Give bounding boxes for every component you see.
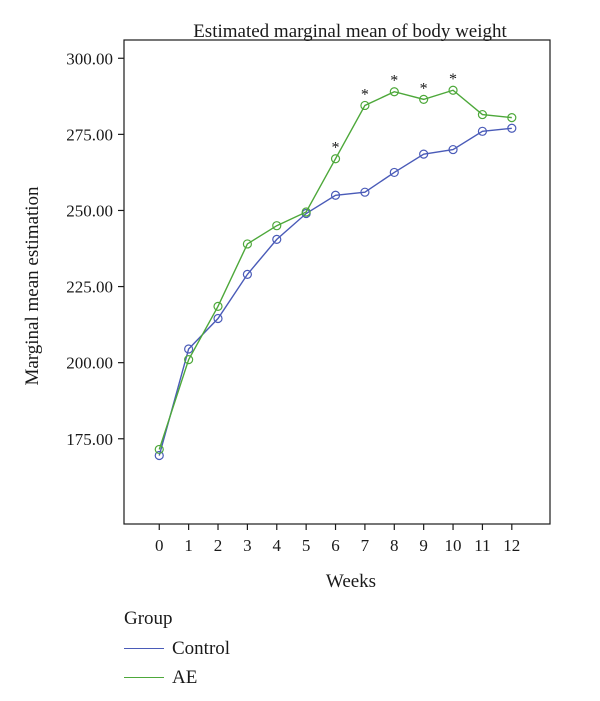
data-point-ae: [360, 100, 370, 111]
data-point-control: [389, 167, 399, 178]
x-tick-label: 3: [243, 536, 252, 555]
y-tick-label: 300.00: [66, 49, 113, 68]
legend: Group Control AE: [124, 608, 230, 692]
data-point-control: [272, 234, 282, 244]
data-point-ae: [154, 444, 164, 455]
data-point-control: [330, 190, 341, 200]
legend-item-control: Control: [124, 634, 230, 663]
data-point-control: [419, 149, 429, 159]
x-tick-label: 12: [503, 536, 520, 555]
data-point-ae: [389, 87, 399, 97]
x-tick-label: 2: [214, 536, 223, 555]
x-tick-label: 4: [273, 536, 282, 555]
x-tick-label: 5: [302, 536, 311, 555]
data-point-control: [360, 187, 370, 197]
legend-item-ae: AE: [124, 663, 230, 692]
x-tick-label: 0: [155, 536, 164, 555]
series-layer: [154, 85, 517, 461]
data-point-ae: [419, 94, 429, 104]
data-point-ae: [213, 301, 223, 311]
chart-title: Estimated marginal mean of body weight: [193, 21, 507, 42]
significance-asterisk: *: [332, 140, 340, 157]
x-tick-label: 10: [445, 536, 462, 555]
data-point-ae: [448, 85, 458, 95]
legend-swatch-control: [124, 648, 164, 649]
x-tick-label: 6: [331, 536, 340, 555]
series-line-control: [158, 127, 512, 456]
data-point-ae: [272, 221, 282, 231]
data-point-ae: [242, 239, 252, 249]
significance-asterisk: *: [449, 71, 457, 88]
line-chart: Estimated marginal mean of body weight 1…: [22, 21, 551, 592]
data-point-control: [154, 450, 164, 461]
y-tick-label: 275.00: [66, 125, 113, 144]
data-point-ae: [301, 207, 311, 217]
x-tick-label: 9: [419, 536, 428, 555]
y-axis-label: Marginal mean estimation: [22, 186, 43, 386]
x-axis: 0 1 2 3 4 5 6 7 8 9 10 11 12: [155, 524, 520, 555]
y-axis: 175.00 200.00 225.00 250.00 275.00 300.00: [66, 49, 124, 449]
significance-asterisk: *: [361, 86, 369, 103]
significance-annotations: * * * * *: [332, 71, 458, 156]
legend-title: Group: [124, 608, 173, 629]
significance-asterisk: *: [390, 73, 398, 90]
data-point-control: [184, 344, 194, 354]
legend-swatch-ae: [124, 677, 164, 678]
data-point-control: [242, 269, 252, 279]
data-point-control: [477, 126, 488, 136]
x-tick-label: 7: [361, 536, 370, 555]
x-tick-label: 11: [474, 536, 490, 555]
data-point-ae: [507, 113, 517, 123]
data-point-control: [213, 313, 223, 324]
y-tick-label: 175.00: [66, 430, 113, 449]
data-point-ae: [477, 109, 488, 120]
x-axis-label: Weeks: [326, 571, 376, 592]
data-point-control: [448, 144, 458, 155]
data-point-ae: [330, 154, 341, 164]
legend-label-ae: AE: [172, 666, 198, 688]
y-tick-label: 225.00: [66, 278, 113, 297]
data-point-control: [507, 123, 517, 133]
significance-asterisk: *: [420, 80, 428, 97]
x-tick-label: 8: [390, 536, 399, 555]
plot-area-frame: [123, 39, 551, 525]
y-tick-label: 200.00: [66, 354, 113, 373]
y-tick-label: 250.00: [66, 201, 113, 220]
x-tick-label: 1: [184, 536, 193, 555]
data-point-ae: [184, 355, 194, 365]
legend-label-control: Control: [172, 637, 231, 659]
series-line-ae: [158, 89, 512, 450]
